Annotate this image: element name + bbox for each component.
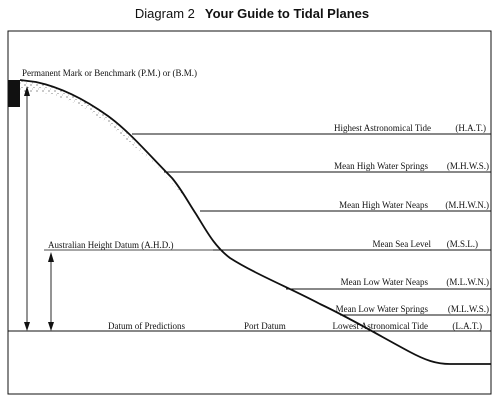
benchmark-mark	[8, 80, 20, 107]
msl-name: Mean Sea Level	[373, 239, 432, 249]
hat-name: Highest Astronomical Tide	[334, 123, 431, 133]
title-prefix: Diagram 2	[134, 6, 195, 21]
ahd-label: Australian Height Datum (A.H.D.)	[48, 240, 173, 250]
diagram-frame	[7, 30, 492, 395]
mlws-abbr: (M.L.W.S.)	[448, 304, 489, 314]
mhws-abbr: (M.H.W.S.)	[447, 161, 489, 171]
lat-abbr: (L.A.T.)	[452, 321, 482, 331]
arrowhead-bottom	[24, 322, 30, 331]
mhws-name: Mean High Water Springs	[334, 161, 428, 171]
port-datum-label: Port Datum	[244, 321, 286, 331]
diagram-title: Diagram 2 Your Guide to Tidal Planes	[0, 6, 504, 21]
msl-abbr: (M.S.L.)	[447, 239, 478, 249]
benchmark-label: Permanent Mark or Benchmark (P.M.) or (B…	[22, 68, 197, 78]
arrowhead-top	[24, 86, 30, 96]
ahd-arrowhead-top	[48, 252, 54, 262]
mlws-name: Mean Low Water Springs	[336, 304, 429, 314]
land-stipple	[20, 80, 184, 196]
mlwn-name: Mean Low Water Neaps	[341, 277, 429, 287]
title-main: Your Guide to Tidal Planes	[204, 6, 370, 21]
mlwn-abbr: (M.L.W.N.)	[446, 277, 489, 287]
terrain-profile	[19, 79, 491, 365]
datum-predictions-label: Datum of Predictions	[108, 321, 185, 331]
ahd-arrowhead-bottom	[48, 322, 54, 331]
lat-name: Lowest Astronomical Tide	[332, 321, 428, 331]
mhwn-abbr: (M.H.W.N.)	[445, 200, 489, 210]
mhwn-name: Mean High Water Neaps	[339, 200, 428, 210]
hat-abbr: (H.A.T.)	[455, 123, 486, 133]
